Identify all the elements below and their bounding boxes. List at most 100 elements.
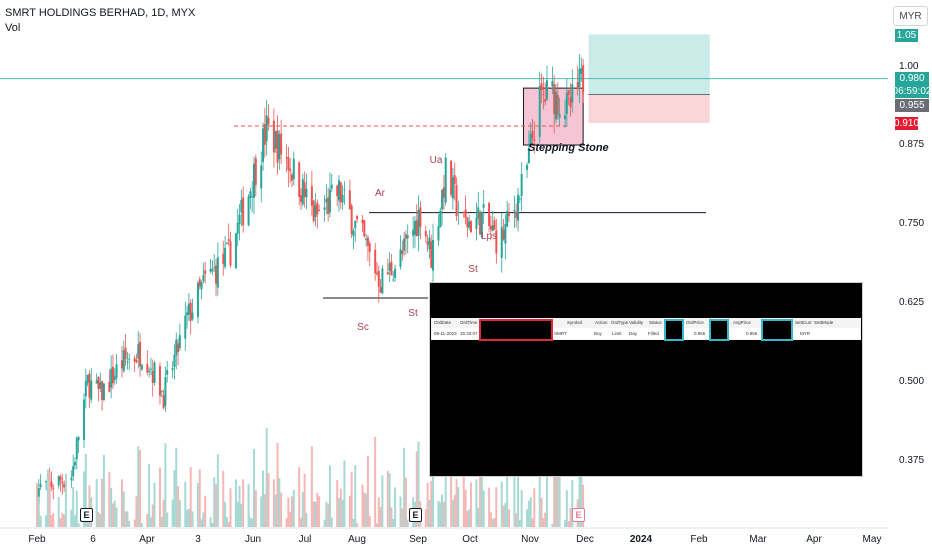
volume-bar (544, 512, 547, 527)
price-tick: 0.500 (899, 376, 925, 387)
candle (88, 373, 91, 398)
candle (61, 481, 64, 484)
candle (450, 160, 453, 195)
candle (191, 312, 194, 320)
volume-bar (506, 463, 509, 527)
candle (468, 221, 471, 228)
time-tick: Nov (521, 534, 539, 545)
volume-bar (343, 460, 346, 527)
candle (177, 343, 180, 353)
volume-bar (267, 473, 270, 527)
candle (173, 354, 176, 367)
candle (556, 94, 559, 115)
volume-bar (406, 519, 409, 527)
volume-bar (133, 519, 136, 527)
candle (582, 65, 585, 93)
volume-bar (363, 492, 366, 527)
volume-bar (553, 465, 556, 527)
volume-bar (580, 473, 583, 527)
candle (576, 82, 579, 90)
order-col-header: Action (595, 320, 608, 325)
candle (453, 175, 456, 185)
volume-bar (70, 509, 73, 527)
volume-bar (507, 509, 510, 527)
candle (124, 347, 127, 360)
candle (479, 211, 482, 235)
volume-bar (126, 511, 129, 527)
volume-bar (442, 501, 445, 527)
candle (137, 344, 140, 359)
earnings-marker[interactable]: E (409, 508, 422, 522)
earnings-marker[interactable]: E (572, 508, 585, 522)
volume-bar (567, 521, 570, 527)
candle (341, 194, 344, 203)
candle (542, 94, 545, 96)
candle (325, 198, 328, 203)
candle (303, 182, 306, 198)
candle (361, 219, 364, 224)
candle (50, 481, 53, 488)
redaction-box (709, 319, 729, 341)
volume-bar (189, 467, 192, 527)
candle (166, 370, 169, 375)
volume-bar (224, 501, 227, 527)
candle (200, 282, 203, 290)
volume-bar (200, 519, 203, 527)
candle (323, 207, 326, 210)
volume-bar (475, 479, 478, 527)
time-tick: Jun (244, 534, 262, 545)
volume-bar (392, 518, 395, 527)
candle (457, 212, 460, 214)
candle (265, 115, 268, 142)
volume-bar (61, 512, 64, 527)
volume-bar (310, 446, 313, 527)
candle (493, 220, 496, 230)
volume-bar (139, 450, 142, 527)
volume-bar (504, 503, 507, 527)
candle (343, 189, 346, 191)
volume-bar (466, 511, 469, 527)
volume-bar (354, 465, 357, 527)
volume-bar (204, 495, 207, 527)
volume-bar (229, 488, 232, 527)
candle (162, 395, 165, 409)
redaction-box (479, 319, 553, 341)
price-tick: 0.625 (899, 297, 925, 308)
volume-bar (148, 463, 151, 527)
volume-bar (555, 441, 558, 527)
volume-bar (240, 503, 243, 527)
price-tick: 0.750 (899, 218, 925, 229)
candle (441, 189, 444, 210)
candle (470, 221, 473, 233)
candle (415, 220, 418, 237)
candle (330, 184, 333, 189)
candle (327, 197, 330, 214)
volume-bar (184, 481, 187, 527)
candle (234, 233, 237, 269)
candle (401, 250, 404, 255)
currency-button[interactable]: MYR (893, 6, 928, 26)
candle (553, 84, 556, 114)
volume-bar (101, 478, 104, 527)
candle (45, 481, 48, 483)
earnings-marker[interactable]: E (80, 508, 93, 522)
volume-bar (177, 485, 180, 527)
volume-bar (175, 447, 178, 527)
volume-bar (263, 494, 266, 527)
candle (272, 120, 275, 153)
volume-bar (285, 518, 288, 527)
candle (515, 212, 518, 219)
volume-bar (336, 480, 339, 527)
volume-bar (59, 518, 62, 527)
volume-bar (415, 451, 418, 527)
candle (348, 190, 351, 209)
order-col-header: Symbol (567, 320, 583, 325)
volume-bar (312, 501, 315, 527)
volume-bar (300, 517, 303, 527)
volume-bar (274, 494, 277, 527)
volume-bar (75, 490, 78, 527)
volume-bar (84, 453, 87, 527)
candle (399, 249, 402, 267)
time-tick: Oct (462, 534, 478, 545)
